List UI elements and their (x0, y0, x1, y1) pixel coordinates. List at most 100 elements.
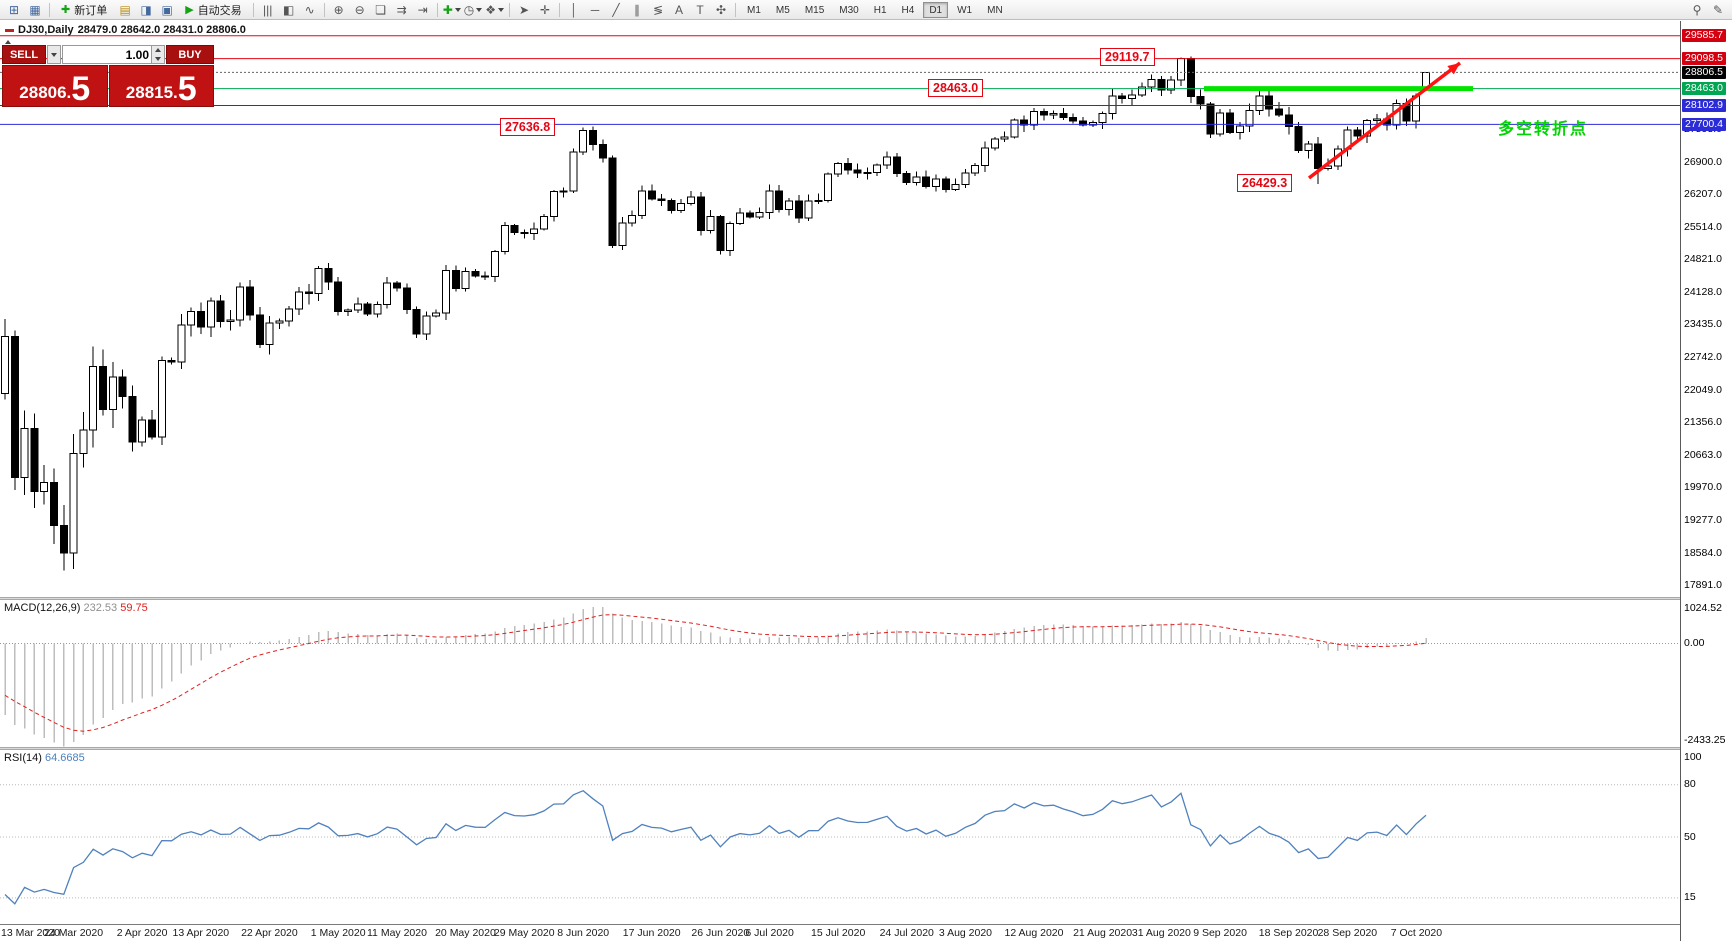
price-tick: 19970.0 (1684, 481, 1722, 494)
channel-icon[interactable]: ∥ (634, 2, 640, 17)
panel-splitter[interactable] (0, 597, 1732, 600)
price-callout[interactable]: 28463.0 (928, 79, 984, 97)
navigator-icon[interactable]: ◨ (140, 2, 152, 17)
price-callout[interactable]: 26429.3 (1237, 174, 1293, 192)
bar-chart-icon[interactable]: ||| (263, 2, 273, 17)
timeframe-h1[interactable]: H1 (873, 4, 887, 16)
rsi-chart[interactable] (0, 750, 1680, 924)
toolbar-separator (252, 2, 254, 17)
date-label: 9 Sep 2020 (1193, 927, 1247, 939)
price-tick: 22049.0 (1684, 383, 1722, 396)
toolbar: ⊞ ▦ ✚ 新订单 ▤ ◨ ▣ ▶ 自动交易 ||| ◧ ∿ ⊕ ⊖ ❏ ⇉ ⇥ ✚ ◷ ❖ ➤ ✛ │ ─ ╱ ∥ ≶ A T ✣ M1 M… (0, 0, 1732, 20)
date-label: 15 Jul 2020 (811, 927, 866, 939)
new-order-button[interactable]: ✚ 新订单 (61, 4, 108, 17)
toolbar-separator (559, 2, 560, 17)
tile-windows-icon[interactable]: ❏ (375, 2, 387, 17)
price-tick: 22742.0 (1684, 351, 1722, 364)
market-watch-icon[interactable]: ▤ (119, 2, 131, 17)
timeframe-d1[interactable]: D1 (923, 1, 949, 18)
templates-icon[interactable]: ❖ (484, 1, 505, 18)
line-chart-icon[interactable]: ∿ (304, 2, 315, 17)
auto-trading-button[interactable]: ▶ 自动交易 (185, 4, 242, 17)
date-label: 24 Mar 2020 (44, 927, 104, 939)
horizontal-line-icon[interactable]: ─ (590, 2, 600, 17)
rsi-scale-label: 80 (1684, 778, 1696, 791)
volume-input[interactable] (63, 46, 151, 63)
price-tick: 21356.0 (1684, 416, 1722, 429)
time-axis[interactable]: 13 Mar 2020 24 Mar 2020 2 Apr 2020 13 Apr 2… (0, 924, 1680, 941)
volume-up-icon[interactable] (152, 46, 164, 55)
crosshair-icon[interactable]: ✛ (539, 2, 551, 17)
macd-scale-min: -2433.25 (1684, 733, 1726, 746)
periods-icon[interactable]: ◷ (463, 1, 483, 18)
one-click-trading-widget: SELL BUY 28806.5 (2, 40, 214, 107)
trendline-icon[interactable]: ╱ (612, 2, 620, 17)
widget-collapse-icon[interactable] (5, 35, 15, 44)
cursor-icon[interactable]: ➤ (518, 2, 530, 17)
new-chart-icon[interactable]: ⊞ (8, 2, 20, 17)
date-label: 18 Sep 2020 (1258, 927, 1319, 939)
date-label: 20 May 2020 (435, 927, 496, 939)
timeframe-mn[interactable]: MN (987, 4, 1003, 16)
text-icon[interactable]: A (674, 2, 683, 17)
date-label: 28 Sep 2020 (1317, 927, 1378, 939)
chart-profiles-icon[interactable]: ▦ (29, 2, 41, 17)
price-tick: 26207.0 (1684, 188, 1722, 201)
date-label: 31 Aug 2020 (1131, 927, 1191, 939)
panel-splitter[interactable] (0, 747, 1732, 750)
macd-label: MACD(12,26,9) 232.53 59.75 (4, 602, 148, 614)
terminal-icon[interactable]: ▣ (161, 2, 173, 17)
timeframe-h4[interactable]: H4 (901, 4, 915, 16)
timeframe-m1[interactable]: M1 (747, 4, 761, 16)
price-tick: 20663.0 (1684, 448, 1722, 461)
annotation-text[interactable]: 多空转折点 (1498, 121, 1589, 138)
rsi-scale-label: 100 (1684, 750, 1702, 763)
macd-panel[interactable]: MACD(12,26,9) 232.53 59.75 (0, 600, 1680, 747)
buy-button[interactable]: BUY (166, 45, 214, 64)
price-line-badge: 29585.7 (1682, 29, 1726, 43)
indicators-icon[interactable]: ✚ (442, 1, 462, 18)
text-label-icon[interactable]: T (696, 2, 704, 17)
date-label: 7 Oct 2020 (1390, 927, 1443, 939)
macd-chart[interactable] (0, 600, 1680, 747)
price-line-badge: 28463.0 (1682, 82, 1726, 96)
toolbar-separator (735, 2, 736, 17)
date-label: 26 Jun 2020 (691, 927, 750, 939)
search-icon[interactable]: ⚲ (1692, 2, 1702, 17)
main-chart-panel[interactable]: DJ30,Daily 28479.0 28642.0 28431.0 28806… (0, 21, 1680, 597)
timeframe-m15[interactable]: M15 (804, 4, 825, 16)
fibonacci-icon[interactable]: ≶ (652, 2, 664, 17)
timeframe-m5[interactable]: M5 (775, 4, 790, 16)
price-scale[interactable]: 27593.026900.026207.025514.024821.024128… (1680, 21, 1732, 941)
candlestick-chart[interactable] (0, 21, 1680, 597)
date-label: 13 Mar 2020 (1, 927, 60, 939)
zoom-in-icon[interactable]: ⊕ (333, 2, 344, 17)
price-callout[interactable]: 29119.7 (1100, 48, 1155, 66)
volume-down-icon[interactable] (152, 55, 164, 64)
date-label: 29 May 2020 (493, 927, 555, 939)
timeframe-m30[interactable]: M30 (839, 4, 859, 16)
price-tick: 17891.0 (1684, 579, 1722, 592)
sell-price-button[interactable]: 28806. 5 (2, 65, 108, 107)
sell-button[interactable]: SELL (2, 45, 46, 64)
price-line-badge: 28102.9 (1682, 99, 1726, 112)
order-type-dropdown[interactable] (47, 45, 61, 64)
price-callout[interactable]: 27636.8 (500, 118, 556, 136)
auto-scroll-icon[interactable]: ⇉ (396, 2, 407, 17)
price-tick: 23435.0 (1684, 318, 1722, 331)
candlestick-chart-icon[interactable]: ◧ (283, 2, 295, 17)
date-label: 2 Apr 2020 (116, 927, 168, 939)
zoom-out-icon[interactable]: ⊖ (354, 2, 365, 17)
edit-icon[interactable]: ✎ (1712, 2, 1724, 17)
rsi-panel[interactable]: RSI(14) 64.6685 (0, 750, 1680, 924)
arrows-icon[interactable]: ✣ (715, 2, 727, 17)
date-label: 12 Aug 2020 (1004, 927, 1064, 939)
buy-price-button[interactable]: 28815. 5 (108, 65, 214, 107)
chart-shift-icon[interactable]: ⇥ (417, 2, 428, 17)
date-label: 11 May 2020 (367, 927, 427, 939)
macd-scale-max: 1024.52 (1684, 601, 1722, 614)
timeframe-w1[interactable]: W1 (957, 4, 973, 16)
rsi-label: RSI(14) 64.6685 (4, 752, 85, 764)
vertical-line-icon[interactable]: │ (570, 2, 578, 17)
